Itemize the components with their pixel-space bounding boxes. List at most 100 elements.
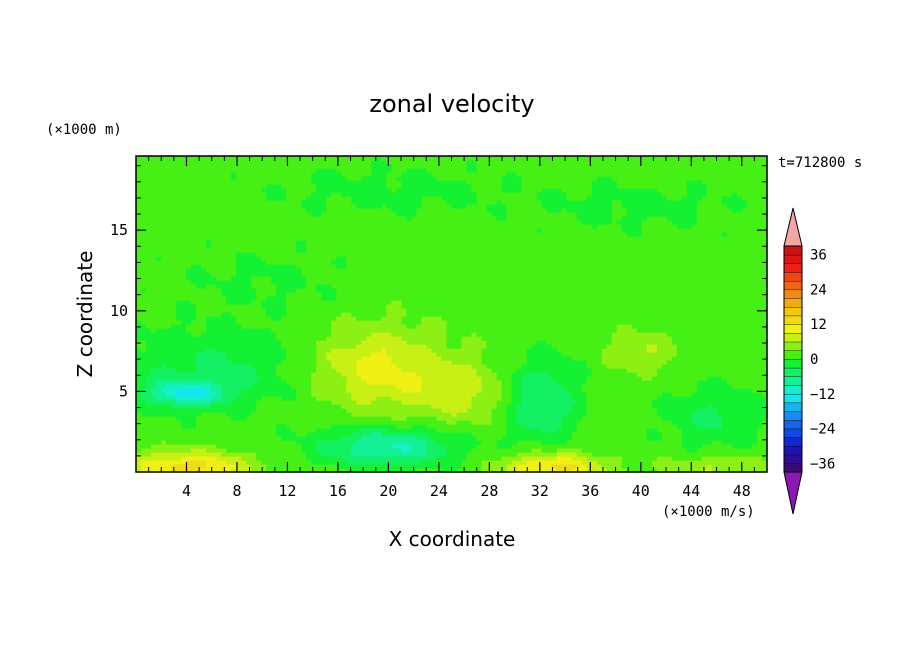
field-cell xyxy=(296,416,302,421)
field-cell xyxy=(341,248,347,253)
field-cell xyxy=(156,312,162,317)
field-cell xyxy=(396,180,403,185)
field-cell xyxy=(201,216,207,221)
field-cell xyxy=(411,420,418,425)
field-cell xyxy=(331,464,337,469)
field-cell xyxy=(196,216,202,221)
field-cell xyxy=(446,468,453,473)
field-cell xyxy=(256,236,262,241)
field-cell xyxy=(236,252,242,257)
field-cell xyxy=(151,444,157,449)
field-cell xyxy=(296,184,302,189)
field-cell xyxy=(161,356,167,361)
field-cell xyxy=(176,288,182,293)
field-cell xyxy=(351,436,357,441)
field-cell xyxy=(291,196,297,201)
field-cell xyxy=(311,408,317,413)
field-cell xyxy=(331,180,337,185)
field-cell xyxy=(161,284,167,289)
field-cell xyxy=(381,204,387,209)
field-cell xyxy=(261,400,267,405)
field-cell xyxy=(376,256,382,261)
field-cell xyxy=(136,188,142,193)
field-cell xyxy=(221,312,227,317)
field-cell xyxy=(241,312,247,317)
field-cell xyxy=(151,240,157,245)
field-cell xyxy=(146,192,152,197)
field-cell xyxy=(351,260,357,265)
field-cell xyxy=(256,252,262,257)
field-cell xyxy=(226,236,232,241)
field-cell xyxy=(161,360,167,365)
field-cell xyxy=(226,244,232,249)
field-cell xyxy=(316,192,322,197)
field-cell xyxy=(211,468,217,473)
field-cell xyxy=(161,440,167,445)
field-cell xyxy=(191,348,197,353)
field-cell xyxy=(281,364,287,369)
field-cell xyxy=(281,416,287,421)
field-cell xyxy=(181,340,187,345)
field-cell xyxy=(396,308,403,313)
field-cell xyxy=(436,296,443,301)
field-cell xyxy=(391,428,398,433)
field-cell xyxy=(406,436,413,441)
field-cell xyxy=(201,448,207,453)
field-cell xyxy=(311,420,317,425)
field-cell xyxy=(241,328,247,333)
field-cell xyxy=(281,284,287,289)
field-cell xyxy=(371,396,377,401)
field-cell xyxy=(201,468,207,473)
field-cell xyxy=(371,228,377,233)
field-cell xyxy=(151,224,157,229)
field-cell xyxy=(311,356,317,361)
field-cell xyxy=(136,388,142,393)
field-cell xyxy=(301,416,307,421)
field-cell xyxy=(341,436,347,441)
field-cell xyxy=(326,340,332,345)
field-cell xyxy=(136,236,142,241)
field-cell xyxy=(336,352,342,357)
field-cell xyxy=(406,360,413,365)
field-cell xyxy=(441,240,448,245)
field-cell xyxy=(371,288,377,293)
field-cell xyxy=(181,376,187,381)
field-cell xyxy=(431,156,438,161)
field-cell xyxy=(236,264,242,269)
field-cell xyxy=(261,436,267,441)
field-cell xyxy=(401,348,408,353)
field-cell xyxy=(401,164,408,169)
field-cell xyxy=(261,408,267,413)
field-cell xyxy=(216,436,222,441)
field-cell xyxy=(311,252,317,257)
field-cell xyxy=(371,344,377,349)
field-cell xyxy=(316,156,322,161)
field-cell xyxy=(386,440,393,445)
field-cell xyxy=(266,384,272,389)
field-cell xyxy=(386,204,393,209)
field-cell xyxy=(151,164,157,169)
field-cell xyxy=(191,380,197,385)
field-cell xyxy=(181,200,187,205)
field-cell xyxy=(446,264,453,269)
field-cell xyxy=(321,324,327,329)
field-cell xyxy=(261,428,267,433)
field-cell xyxy=(391,460,398,465)
field-cell xyxy=(361,296,367,301)
field-cell xyxy=(186,332,192,337)
field-cell xyxy=(161,164,167,169)
field-cell xyxy=(246,312,252,317)
field-cell xyxy=(381,348,387,353)
field-cell xyxy=(366,436,372,441)
field-cell xyxy=(211,236,217,241)
field-cell xyxy=(436,384,443,389)
field-cell xyxy=(411,340,418,345)
field-cell xyxy=(381,380,387,385)
field-cell xyxy=(271,440,277,445)
field-cell xyxy=(296,336,302,341)
field-cell xyxy=(176,272,182,277)
field-cell xyxy=(201,332,207,337)
field-cell xyxy=(156,392,162,397)
field-cell xyxy=(366,260,372,265)
field-cell xyxy=(271,348,277,353)
